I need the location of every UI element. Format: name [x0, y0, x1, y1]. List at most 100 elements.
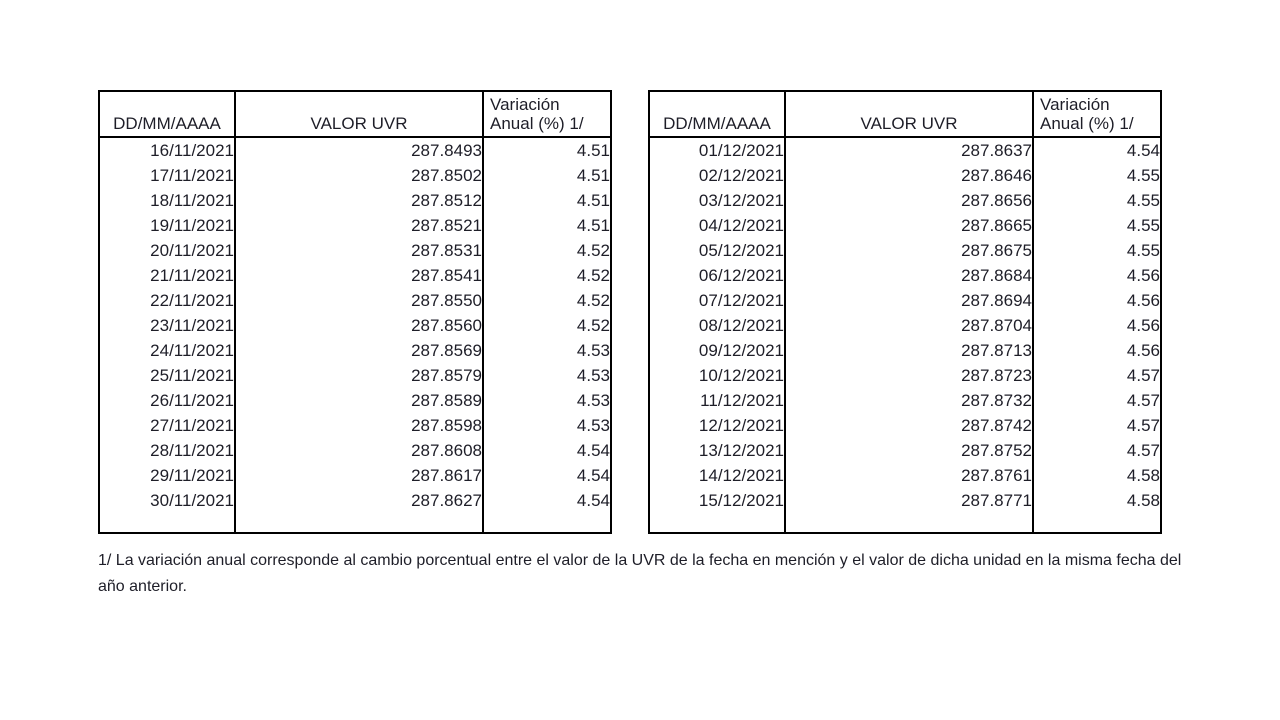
table-header-row: DD/MM/AAAA VALOR UVR Variación Anual (%)… — [649, 91, 1161, 137]
cell-date: 10/12/2021 — [649, 363, 785, 388]
cell-variation: 4.51 — [483, 213, 611, 238]
cell-variation: 4.52 — [483, 238, 611, 263]
table-row: 11/12/2021287.87324.57 — [649, 388, 1161, 413]
cell-value: 287.8598 — [235, 413, 483, 438]
cell-variation: 4.57 — [1033, 438, 1161, 463]
table-row: 30/11/2021287.86274.54 — [99, 488, 611, 513]
cell-date: 02/12/2021 — [649, 163, 785, 188]
cell-value: 287.8732 — [785, 388, 1033, 413]
cell-variation: 4.53 — [483, 338, 611, 363]
cell-variation: 4.51 — [483, 188, 611, 213]
table-row: 17/11/2021287.85024.51 — [99, 163, 611, 188]
cell-date: 21/11/2021 — [99, 263, 235, 288]
cell-value: 287.8541 — [235, 263, 483, 288]
cell-date: 24/11/2021 — [99, 338, 235, 363]
cell-date: 26/11/2021 — [99, 388, 235, 413]
col-header-variation: Variación Anual (%) 1/ — [1033, 91, 1161, 137]
table-row: 10/12/2021287.87234.57 — [649, 363, 1161, 388]
cell-date: 22/11/2021 — [99, 288, 235, 313]
cell-variation: 4.55 — [1033, 163, 1161, 188]
table-row: 02/12/2021287.86464.55 — [649, 163, 1161, 188]
cell-date: 12/12/2021 — [649, 413, 785, 438]
cell-date: 28/11/2021 — [99, 438, 235, 463]
table-header-row: DD/MM/AAAA VALOR UVR Variación Anual (%)… — [99, 91, 611, 137]
cell-variation: 4.51 — [483, 137, 611, 163]
cell-date: 14/12/2021 — [649, 463, 785, 488]
cell-date: 18/11/2021 — [99, 188, 235, 213]
table-row: 19/11/2021287.85214.51 — [99, 213, 611, 238]
tables-container: DD/MM/AAAA VALOR UVR Variación Anual (%)… — [98, 90, 1182, 534]
document-page: DD/MM/AAAA VALOR UVR Variación Anual (%)… — [0, 0, 1280, 599]
col-header-date: DD/MM/AAAA — [649, 91, 785, 137]
cell-value: 287.8493 — [235, 137, 483, 163]
table-row: 12/12/2021287.87424.57 — [649, 413, 1161, 438]
cell-variation: 4.52 — [483, 263, 611, 288]
table-row: 21/11/2021287.85414.52 — [99, 263, 611, 288]
table-row: 07/12/2021287.86944.56 — [649, 288, 1161, 313]
cell-variation: 4.53 — [483, 413, 611, 438]
cell-variation: 4.52 — [483, 313, 611, 338]
cell-value: 287.8675 — [785, 238, 1033, 263]
cell-variation: 4.57 — [1033, 413, 1161, 438]
cell-value: 287.8531 — [235, 238, 483, 263]
uvr-table-right-body: 01/12/2021287.86374.5402/12/2021287.8646… — [649, 137, 1161, 533]
cell-date: 25/11/2021 — [99, 363, 235, 388]
cell-variation: 4.55 — [1033, 213, 1161, 238]
cell-date: 07/12/2021 — [649, 288, 785, 313]
table-row: 26/11/2021287.85894.53 — [99, 388, 611, 413]
cell-value: 287.8579 — [235, 363, 483, 388]
cell-variation: 4.56 — [1033, 338, 1161, 363]
table-row: 14/12/2021287.87614.58 — [649, 463, 1161, 488]
col-header-variation-line1: Variación — [1040, 95, 1110, 114]
cell-variation: 4.58 — [1033, 463, 1161, 488]
cell-date: 15/12/2021 — [649, 488, 785, 513]
cell-value: 287.8521 — [235, 213, 483, 238]
cell-variation: 4.54 — [483, 463, 611, 488]
table-row: 22/11/2021287.85504.52 — [99, 288, 611, 313]
cell-date: 08/12/2021 — [649, 313, 785, 338]
cell-variation: 4.51 — [483, 163, 611, 188]
cell-date: 05/12/2021 — [649, 238, 785, 263]
cell-variation: 4.53 — [483, 363, 611, 388]
table-spacer-row — [649, 513, 1161, 533]
cell-value: 287.8752 — [785, 438, 1033, 463]
cell-date: 17/11/2021 — [99, 163, 235, 188]
cell-date: 23/11/2021 — [99, 313, 235, 338]
table-row: 18/11/2021287.85124.51 — [99, 188, 611, 213]
uvr-table-left: DD/MM/AAAA VALOR UVR Variación Anual (%)… — [98, 90, 612, 534]
cell-date: 13/12/2021 — [649, 438, 785, 463]
cell-value: 287.8723 — [785, 363, 1033, 388]
cell-value: 287.8512 — [235, 188, 483, 213]
cell-value: 287.8627 — [235, 488, 483, 513]
col-header-date: DD/MM/AAAA — [99, 91, 235, 137]
col-header-variation-line2: Anual (%) 1/ — [1040, 114, 1134, 133]
col-header-variation-line2: Anual (%) 1/ — [490, 114, 584, 133]
cell-value: 287.8608 — [235, 438, 483, 463]
cell-date: 16/11/2021 — [99, 137, 235, 163]
cell-variation: 4.55 — [1033, 238, 1161, 263]
cell-variation: 4.58 — [1033, 488, 1161, 513]
col-header-value: VALOR UVR — [785, 91, 1033, 137]
col-header-variation: Variación Anual (%) 1/ — [483, 91, 611, 137]
uvr-table-left-body: 16/11/2021287.84934.5117/11/2021287.8502… — [99, 137, 611, 533]
table-spacer-row — [99, 513, 611, 533]
table-row: 25/11/2021287.85794.53 — [99, 363, 611, 388]
table-row: 20/11/2021287.85314.52 — [99, 238, 611, 263]
cell-value: 287.8502 — [235, 163, 483, 188]
cell-value: 287.8656 — [785, 188, 1033, 213]
table-row: 13/12/2021287.87524.57 — [649, 438, 1161, 463]
cell-date: 11/12/2021 — [649, 388, 785, 413]
table-row: 16/11/2021287.84934.51 — [99, 137, 611, 163]
table-row: 24/11/2021287.85694.53 — [99, 338, 611, 363]
cell-variation: 4.53 — [483, 388, 611, 413]
cell-value: 287.8684 — [785, 263, 1033, 288]
cell-value: 287.8694 — [785, 288, 1033, 313]
cell-value: 287.8704 — [785, 313, 1033, 338]
cell-variation: 4.56 — [1033, 313, 1161, 338]
cell-date: 06/12/2021 — [649, 263, 785, 288]
table-row: 06/12/2021287.86844.56 — [649, 263, 1161, 288]
cell-date: 29/11/2021 — [99, 463, 235, 488]
table-row: 29/11/2021287.86174.54 — [99, 463, 611, 488]
table-row: 28/11/2021287.86084.54 — [99, 438, 611, 463]
cell-value: 287.8665 — [785, 213, 1033, 238]
